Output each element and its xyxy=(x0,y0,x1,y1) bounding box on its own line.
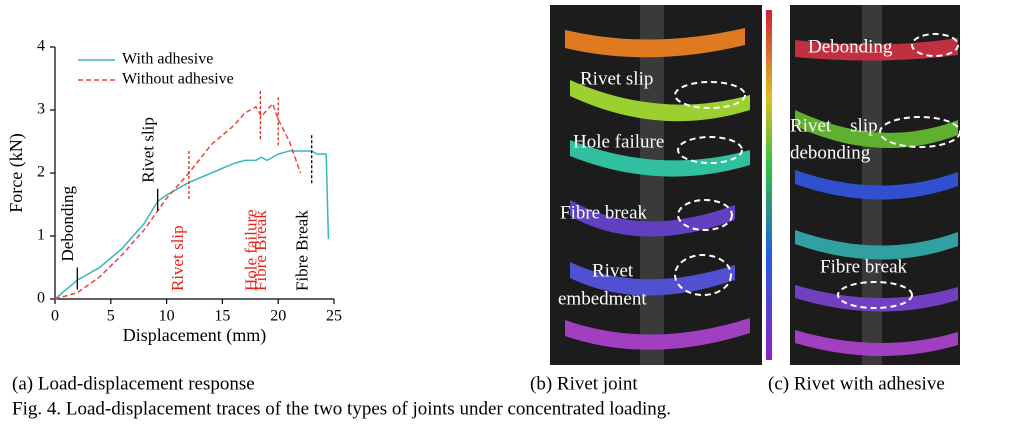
color-bar xyxy=(766,10,772,360)
annotation-label: Rivet slip xyxy=(139,117,158,183)
photo-label: Hole failure xyxy=(573,131,664,152)
photo-label: debonding xyxy=(790,142,871,163)
photo-rivet-adhesive: Debonding Rivet slip debonding Fibre bre… xyxy=(790,5,960,365)
x-tick-label: 0 xyxy=(51,308,59,325)
photo-label: Fibre break xyxy=(820,256,908,277)
chart: 0 5 10 15 20 25 0 1 2 3 4 Displacement (mm) Force (k… xyxy=(6,38,342,346)
y-tick-label: 0 xyxy=(37,290,45,307)
panel-caption: (c) Rivet with adhesive xyxy=(768,373,945,394)
legend-label: Without adhesive xyxy=(122,71,234,88)
figure-caption: Fig. 4. Load-displacement traces of the … xyxy=(12,398,671,419)
annotation-label: Debonding xyxy=(58,185,77,261)
annotation-label: Fibre Break xyxy=(293,210,312,291)
photo-label: Debonding xyxy=(808,36,893,57)
panel-caption: (a) Load-displacement response xyxy=(12,373,255,394)
x-tick-label: 20 xyxy=(270,308,286,325)
photo-rivet-joint: Rivet slip Hole failure Fibre break Rive… xyxy=(550,5,762,365)
y-tick-label: 2 xyxy=(37,164,45,181)
photo-label: Fibre break xyxy=(560,202,648,223)
x-tick-label: 5 xyxy=(107,308,115,325)
x-tick-label: 25 xyxy=(326,308,342,325)
x-tick-label: 10 xyxy=(159,308,175,325)
photo-label: Rivet slip xyxy=(790,115,878,136)
photo-label: Rivet slip xyxy=(580,68,653,89)
y-axis-label: Force (kN) xyxy=(6,133,27,212)
series-line xyxy=(55,151,328,299)
photo-label: embedment xyxy=(558,288,647,309)
photo-label: Rivet xyxy=(592,260,634,281)
y-tick-label: 1 xyxy=(37,227,45,244)
figure: 0 5 10 15 20 25 0 1 2 3 4 Displacement (mm) Force (k… xyxy=(0,0,1018,432)
panel-caption: (b) Rivet joint xyxy=(530,373,638,394)
annotation-label: Rivet slip xyxy=(168,225,187,291)
x-axis-label: Displacement (mm) xyxy=(123,325,266,346)
x-tick-label: 15 xyxy=(214,308,230,325)
legend-label: With adhesive xyxy=(122,51,213,68)
y-tick-label: 3 xyxy=(37,101,45,118)
y-tick-label: 4 xyxy=(37,38,45,55)
annotation-label: Fibre Break xyxy=(251,210,270,291)
